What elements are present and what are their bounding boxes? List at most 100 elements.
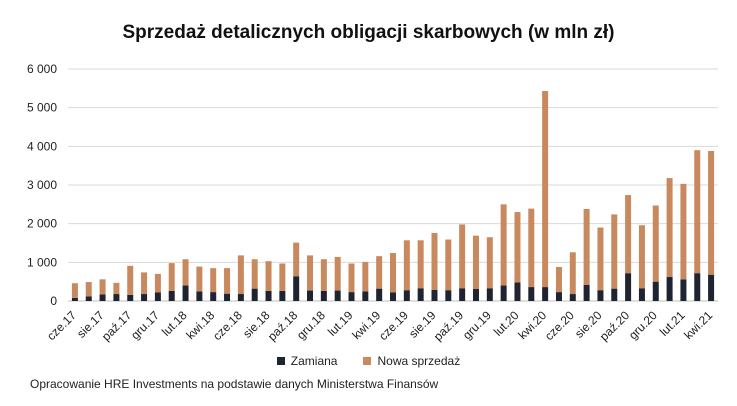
bar-nowa-sprzedaz xyxy=(694,150,701,274)
bar-nowa-sprzedaz xyxy=(486,237,493,289)
bar-zamiana xyxy=(708,274,715,301)
bar-nowa-sprzedaz xyxy=(459,224,466,289)
bar-zamiana xyxy=(71,297,78,301)
x-tick-label: paź.18 xyxy=(265,308,301,344)
x-tick-label: cze.17 xyxy=(44,308,79,343)
bar-nowa-sprzedaz xyxy=(431,232,438,290)
bar-nowa-sprzedaz xyxy=(445,239,452,291)
bar-zamiana xyxy=(528,287,535,301)
bar-nowa-sprzedaz xyxy=(279,263,286,291)
x-tick-label: kwi.21 xyxy=(681,308,715,342)
bar-nowa-sprzedaz xyxy=(625,195,632,274)
bar-zamiana xyxy=(445,290,452,301)
bar-zamiana xyxy=(348,292,355,301)
bar-nowa-sprzedaz xyxy=(390,253,396,293)
bar-zamiana xyxy=(403,290,410,301)
legend-swatch-zamiana xyxy=(276,357,285,365)
bar-zamiana xyxy=(210,292,217,301)
bar-nowa-sprzedaz xyxy=(113,282,120,295)
x-tick-label: paź.20 xyxy=(597,308,633,344)
bar-zamiana xyxy=(417,288,424,301)
bar-zamiana xyxy=(127,294,134,301)
bar-nowa-sprzedaz xyxy=(500,204,507,286)
bar-nowa-sprzedaz xyxy=(638,225,645,289)
bar-zamiana xyxy=(251,288,258,301)
bar-zamiana xyxy=(307,290,314,301)
bar-nowa-sprzedaz xyxy=(403,240,410,291)
bar-zamiana xyxy=(85,296,92,301)
x-tick-label: gru.17 xyxy=(128,308,162,342)
y-tick-label: 2 000 xyxy=(27,217,57,231)
bar-zamiana xyxy=(583,284,590,301)
bar-zamiana xyxy=(652,281,659,301)
bar-nowa-sprzedaz xyxy=(320,259,327,291)
legend-item-nowa-sprzedaz: Nowa sprzedaż xyxy=(363,354,460,368)
bar-nowa-sprzedaz xyxy=(376,256,383,289)
bar-nowa-sprzedaz xyxy=(472,235,479,290)
x-tick-label: gru.19 xyxy=(460,308,494,342)
bar-nowa-sprzedaz xyxy=(224,268,231,294)
bar-zamiana xyxy=(320,290,327,301)
bar-nowa-sprzedaz xyxy=(417,240,424,289)
legend-item-zamiana: Zamiana xyxy=(276,354,338,368)
bar-nowa-sprzedaz xyxy=(85,282,92,297)
y-tick-label: 3 000 xyxy=(27,178,57,192)
bar-zamiana xyxy=(472,289,479,301)
bar-nowa-sprzedaz xyxy=(348,263,355,293)
bar-zamiana xyxy=(224,293,231,301)
bar-nowa-sprzedaz xyxy=(307,255,314,291)
bar-zamiana xyxy=(182,285,189,301)
bar-nowa-sprzedaz xyxy=(154,273,161,293)
bar-nowa-sprzedaz xyxy=(210,268,217,293)
bar-nowa-sprzedaz xyxy=(542,91,549,288)
bar-nowa-sprzedaz xyxy=(597,227,604,291)
bar-nowa-sprzedaz xyxy=(528,208,535,288)
source-note: Opracowanie HRE Investments na podstawie… xyxy=(30,377,439,391)
bar-nowa-sprzedaz xyxy=(611,214,618,289)
bar-nowa-sprzedaz xyxy=(237,255,244,295)
bar-zamiana xyxy=(293,276,300,301)
bar-zamiana xyxy=(265,290,272,301)
bar-nowa-sprzedaz xyxy=(293,242,300,277)
bar-zamiana xyxy=(334,290,341,301)
bar-nowa-sprzedaz xyxy=(196,266,203,292)
bar-nowa-sprzedaz xyxy=(265,261,272,291)
y-tick-label: 4 000 xyxy=(27,139,57,153)
bar-nowa-sprzedaz xyxy=(652,205,659,282)
bar-zamiana xyxy=(99,294,106,301)
legend-label-nowa-sprzedaz: Nowa sprzedaż xyxy=(377,354,461,368)
bar-nowa-sprzedaz xyxy=(555,266,562,293)
bar-zamiana xyxy=(597,290,604,301)
bar-nowa-sprzedaz xyxy=(569,252,576,295)
bar-nowa-sprzedaz xyxy=(99,279,106,295)
bar-nowa-sprzedaz xyxy=(680,183,687,280)
bar-zamiana xyxy=(514,282,521,301)
chart-title: Sprzedaż detalicznych obligacji skarbowy… xyxy=(122,22,615,43)
bar-zamiana xyxy=(569,294,576,301)
legend-swatch-nowa-sprzedaz xyxy=(363,357,372,365)
bar-nowa-sprzedaz xyxy=(708,150,715,275)
y-tick-label: 1 000 xyxy=(27,255,57,269)
legend-label-zamiana: Zamiana xyxy=(290,354,338,368)
bar-zamiana xyxy=(611,288,618,301)
bar-zamiana xyxy=(279,290,286,301)
bar-zamiana xyxy=(680,279,687,301)
bar-zamiana xyxy=(376,288,383,301)
bar-nowa-sprzedaz xyxy=(334,256,341,291)
y-tick-label: 0 xyxy=(50,294,57,308)
bar-zamiana xyxy=(459,288,466,301)
bar-nowa-sprzedaz xyxy=(141,272,148,295)
bar-nowa-sprzedaz xyxy=(168,263,175,291)
bar-nowa-sprzedaz xyxy=(182,259,189,286)
bar-zamiana xyxy=(431,289,438,301)
x-tick-label: kwi.19 xyxy=(349,308,383,342)
x-tick-label: cze.18 xyxy=(210,308,245,343)
bar-nowa-sprzedaz xyxy=(514,212,521,283)
bar-zamiana xyxy=(638,288,645,301)
x-tick-label: cze.20 xyxy=(542,308,577,343)
bar-nowa-sprzedaz xyxy=(127,265,134,295)
bar-zamiana xyxy=(694,273,701,301)
chart-legend: Zamiana Nowa sprzedaż xyxy=(0,354,737,368)
x-tick-label: cze.19 xyxy=(376,308,411,343)
